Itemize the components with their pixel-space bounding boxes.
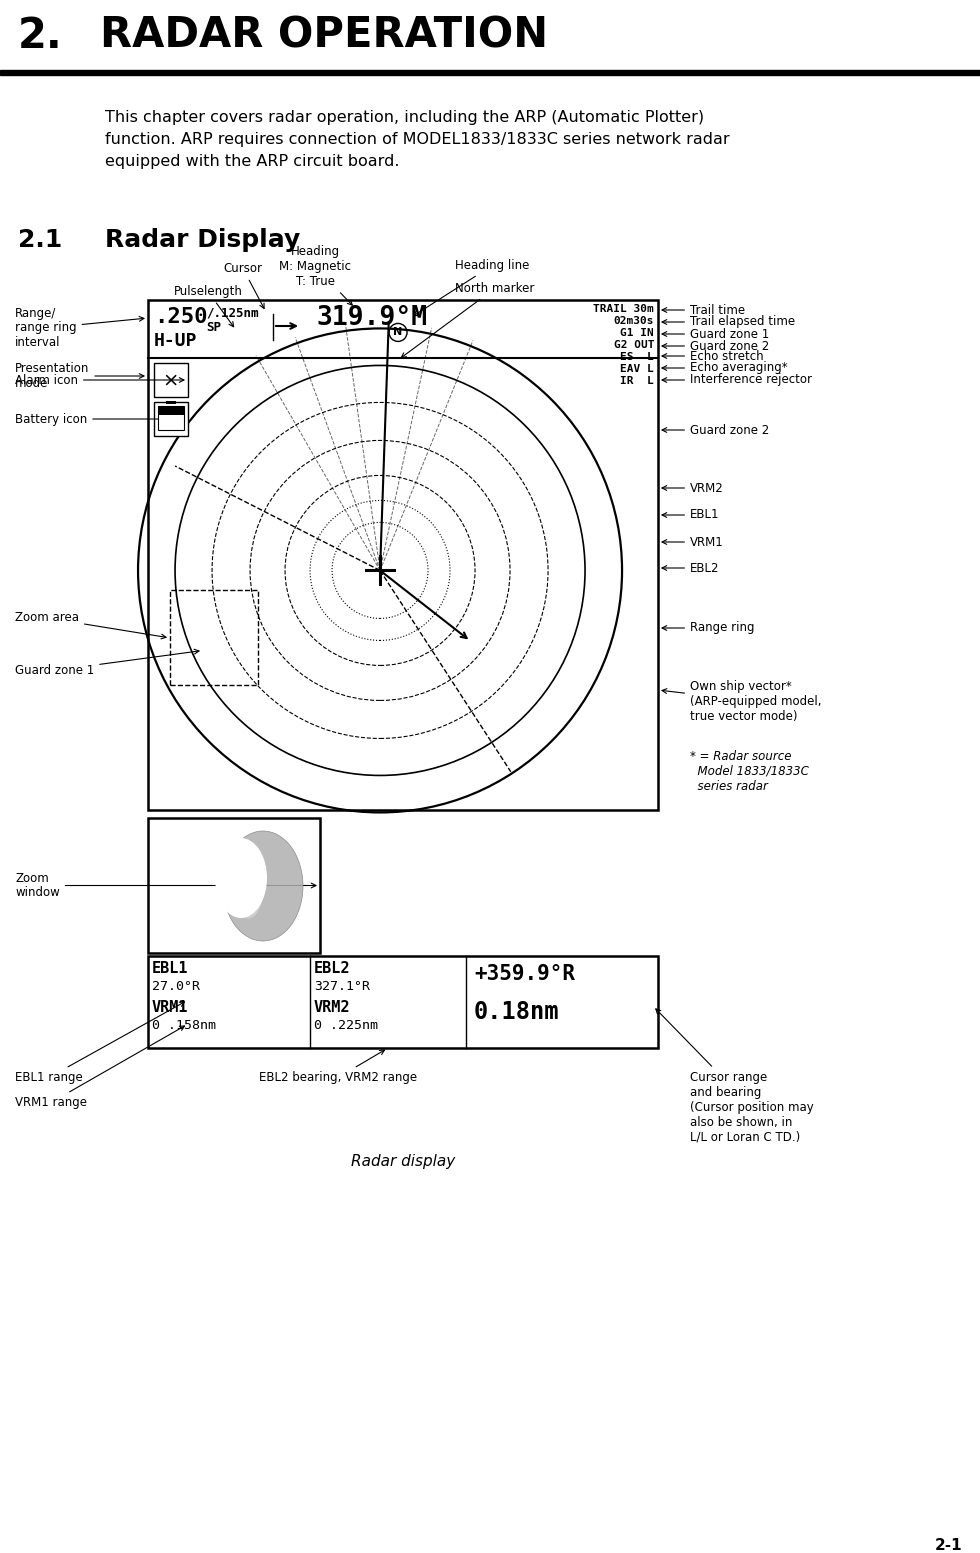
Text: 27.0°R: 27.0°R — [152, 980, 200, 992]
Text: SP: SP — [206, 321, 221, 334]
Text: Presentation
mode: Presentation mode — [15, 362, 144, 390]
Text: EBL2: EBL2 — [662, 562, 719, 575]
Text: 0 .158nm: 0 .158nm — [152, 1019, 216, 1033]
Text: 2.: 2. — [18, 16, 63, 57]
Text: 02m30s: 02m30s — [613, 315, 654, 326]
Text: VRM2: VRM2 — [662, 481, 724, 494]
Text: Zoom area: Zoom area — [15, 612, 166, 638]
Text: RADAR OPERATION: RADAR OPERATION — [100, 16, 548, 57]
Bar — [166, 401, 176, 404]
Text: Radar Display: Radar Display — [105, 228, 300, 252]
Text: EAV L: EAV L — [620, 363, 654, 374]
Text: ES  L: ES L — [620, 353, 654, 362]
Text: EBL2 bearing, VRM2 range: EBL2 bearing, VRM2 range — [259, 1050, 417, 1084]
Text: North marker: North marker — [401, 283, 534, 357]
Text: 0.18nm: 0.18nm — [474, 1000, 560, 1023]
Text: /.125nm: /.125nm — [206, 307, 259, 320]
Text: Guard zone 2: Guard zone 2 — [662, 340, 769, 353]
Bar — [148, 957, 658, 1048]
Text: Trail time: Trail time — [662, 303, 745, 317]
Text: EBL2: EBL2 — [314, 961, 351, 975]
Text: VRM1: VRM1 — [662, 536, 724, 548]
Bar — [158, 405, 184, 415]
Text: Interference rejector: Interference rejector — [662, 374, 812, 387]
Text: VRM1 range: VRM1 range — [15, 1027, 184, 1109]
Text: Echo stretch: Echo stretch — [662, 349, 763, 362]
Ellipse shape — [233, 863, 263, 918]
Text: Guard zone 2: Guard zone 2 — [662, 424, 769, 436]
Text: G1 IN: G1 IN — [620, 328, 654, 339]
Text: EBL1: EBL1 — [152, 961, 188, 975]
Text: Trail elapsed time: Trail elapsed time — [662, 315, 795, 329]
Text: Own ship vector*
(ARP-equipped model,
true vector mode): Own ship vector* (ARP-equipped model, tr… — [662, 680, 821, 724]
Text: .250: .250 — [154, 307, 208, 328]
Text: Radar display: Radar display — [351, 1154, 455, 1169]
Text: 327.1°R: 327.1°R — [314, 980, 370, 992]
Text: Zoom
window: Zoom window — [15, 871, 316, 899]
Text: VRM1: VRM1 — [152, 1000, 188, 1016]
Text: This chapter covers radar operation, including the ARP (Automatic Plotter): This chapter covers radar operation, inc… — [105, 110, 704, 124]
Bar — [148, 300, 658, 811]
Text: +359.9°R: +359.9°R — [474, 964, 575, 985]
Text: Heading
M: Magnetic
T: True: Heading M: Magnetic T: True — [279, 245, 352, 304]
Bar — [148, 818, 320, 954]
Bar — [170, 590, 258, 685]
Text: VRM2: VRM2 — [314, 1000, 351, 1016]
Text: H-UP: H-UP — [154, 332, 198, 349]
Text: IR  L: IR L — [620, 376, 654, 387]
Text: Range/
range ring
interval: Range/ range ring interval — [15, 306, 144, 349]
Ellipse shape — [215, 839, 267, 918]
Text: * = Radar source
  Model 1833/1833C
  series radar: * = Radar source Model 1833/1833C series… — [690, 750, 808, 794]
Text: ⨯: ⨯ — [163, 371, 179, 390]
Text: equipped with the ARP circuit board.: equipped with the ARP circuit board. — [105, 154, 400, 169]
Bar — [0, 70, 980, 75]
Text: Cursor: Cursor — [223, 262, 265, 309]
Bar — [154, 363, 188, 398]
Text: Echo averaging*: Echo averaging* — [662, 362, 788, 374]
Text: TRAIL 30m: TRAIL 30m — [593, 304, 654, 314]
Text: 0 .225nm: 0 .225nm — [314, 1019, 378, 1033]
Text: 319.9°M: 319.9°M — [317, 304, 428, 331]
Text: EBL1 range: EBL1 range — [15, 1002, 184, 1084]
Text: Guard zone 1: Guard zone 1 — [662, 328, 769, 340]
Text: function. ARP requires connection of MODEL1833/1833C series network radar: function. ARP requires connection of MOD… — [105, 132, 730, 148]
Text: Pulselength: Pulselength — [173, 286, 242, 326]
Text: G2 OUT: G2 OUT — [613, 340, 654, 349]
Text: Range ring: Range ring — [662, 621, 755, 635]
Text: Alarm icon: Alarm icon — [15, 374, 184, 387]
Text: Cursor range
and bearing
(Cursor position may
also be shown, in
L/L or Loran C T: Cursor range and bearing (Cursor positio… — [656, 1009, 813, 1145]
Bar — [158, 405, 184, 430]
Text: Guard zone 1: Guard zone 1 — [15, 649, 199, 677]
Text: 2.1: 2.1 — [18, 228, 63, 252]
Text: EBL1: EBL1 — [662, 508, 719, 522]
Text: N: N — [393, 328, 403, 337]
Ellipse shape — [223, 831, 303, 941]
Text: Heading line: Heading line — [414, 259, 529, 315]
Bar — [154, 402, 188, 436]
Text: 2-1: 2-1 — [934, 1537, 962, 1553]
Text: Battery icon: Battery icon — [15, 413, 184, 426]
